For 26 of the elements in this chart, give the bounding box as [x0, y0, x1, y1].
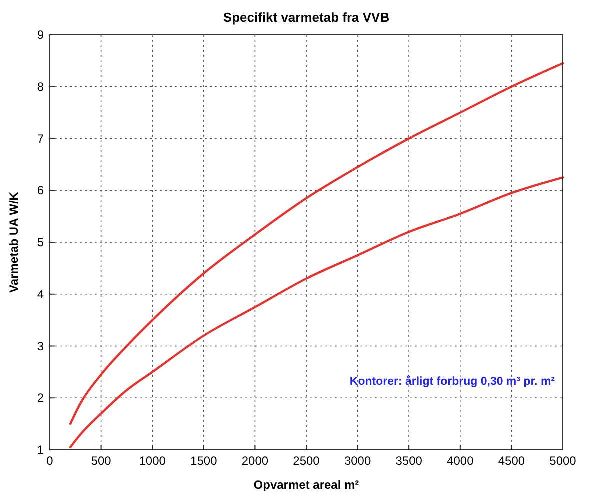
x-tick-label: 3500	[396, 454, 423, 468]
y-tick-label: 8	[37, 80, 44, 94]
annotation: Kontorer: årligt forbrug 0,30 m³ pr. m²	[350, 375, 556, 388]
line-series	[69, 176, 564, 449]
x-tick-label: 4000	[447, 454, 474, 468]
x-tick-label: 500	[91, 454, 112, 468]
x-tick-label: 1500	[190, 454, 218, 468]
y-tick-label: 3	[37, 339, 44, 354]
y-axis-title: Varmetab UA W/K	[7, 192, 21, 293]
x-tick-label: 3000	[344, 454, 372, 468]
x-axis-title: Opvarmet areal m²	[254, 478, 360, 492]
x-tick-label: 5000	[550, 454, 577, 468]
x-tick-label: 1000	[139, 454, 166, 468]
line-series	[69, 62, 564, 426]
y-tick-label: 7	[37, 132, 44, 146]
x-tick-label: 0	[46, 454, 54, 468]
y-tick-label: 9	[37, 28, 44, 42]
y-tick-label: 5	[37, 236, 44, 250]
x-tick-label: 2500	[293, 454, 320, 468]
y-tick-label: 1	[37, 443, 44, 457]
x-tick-label: 2000	[242, 454, 269, 468]
chart-title: Specifikt varmetab fra VVB	[223, 10, 390, 25]
y-tick-label: 6	[37, 184, 44, 198]
y-tick-label: 2	[37, 391, 44, 406]
x-tick-label: 4500	[498, 454, 526, 468]
y-tick-label: 4	[37, 287, 44, 302]
